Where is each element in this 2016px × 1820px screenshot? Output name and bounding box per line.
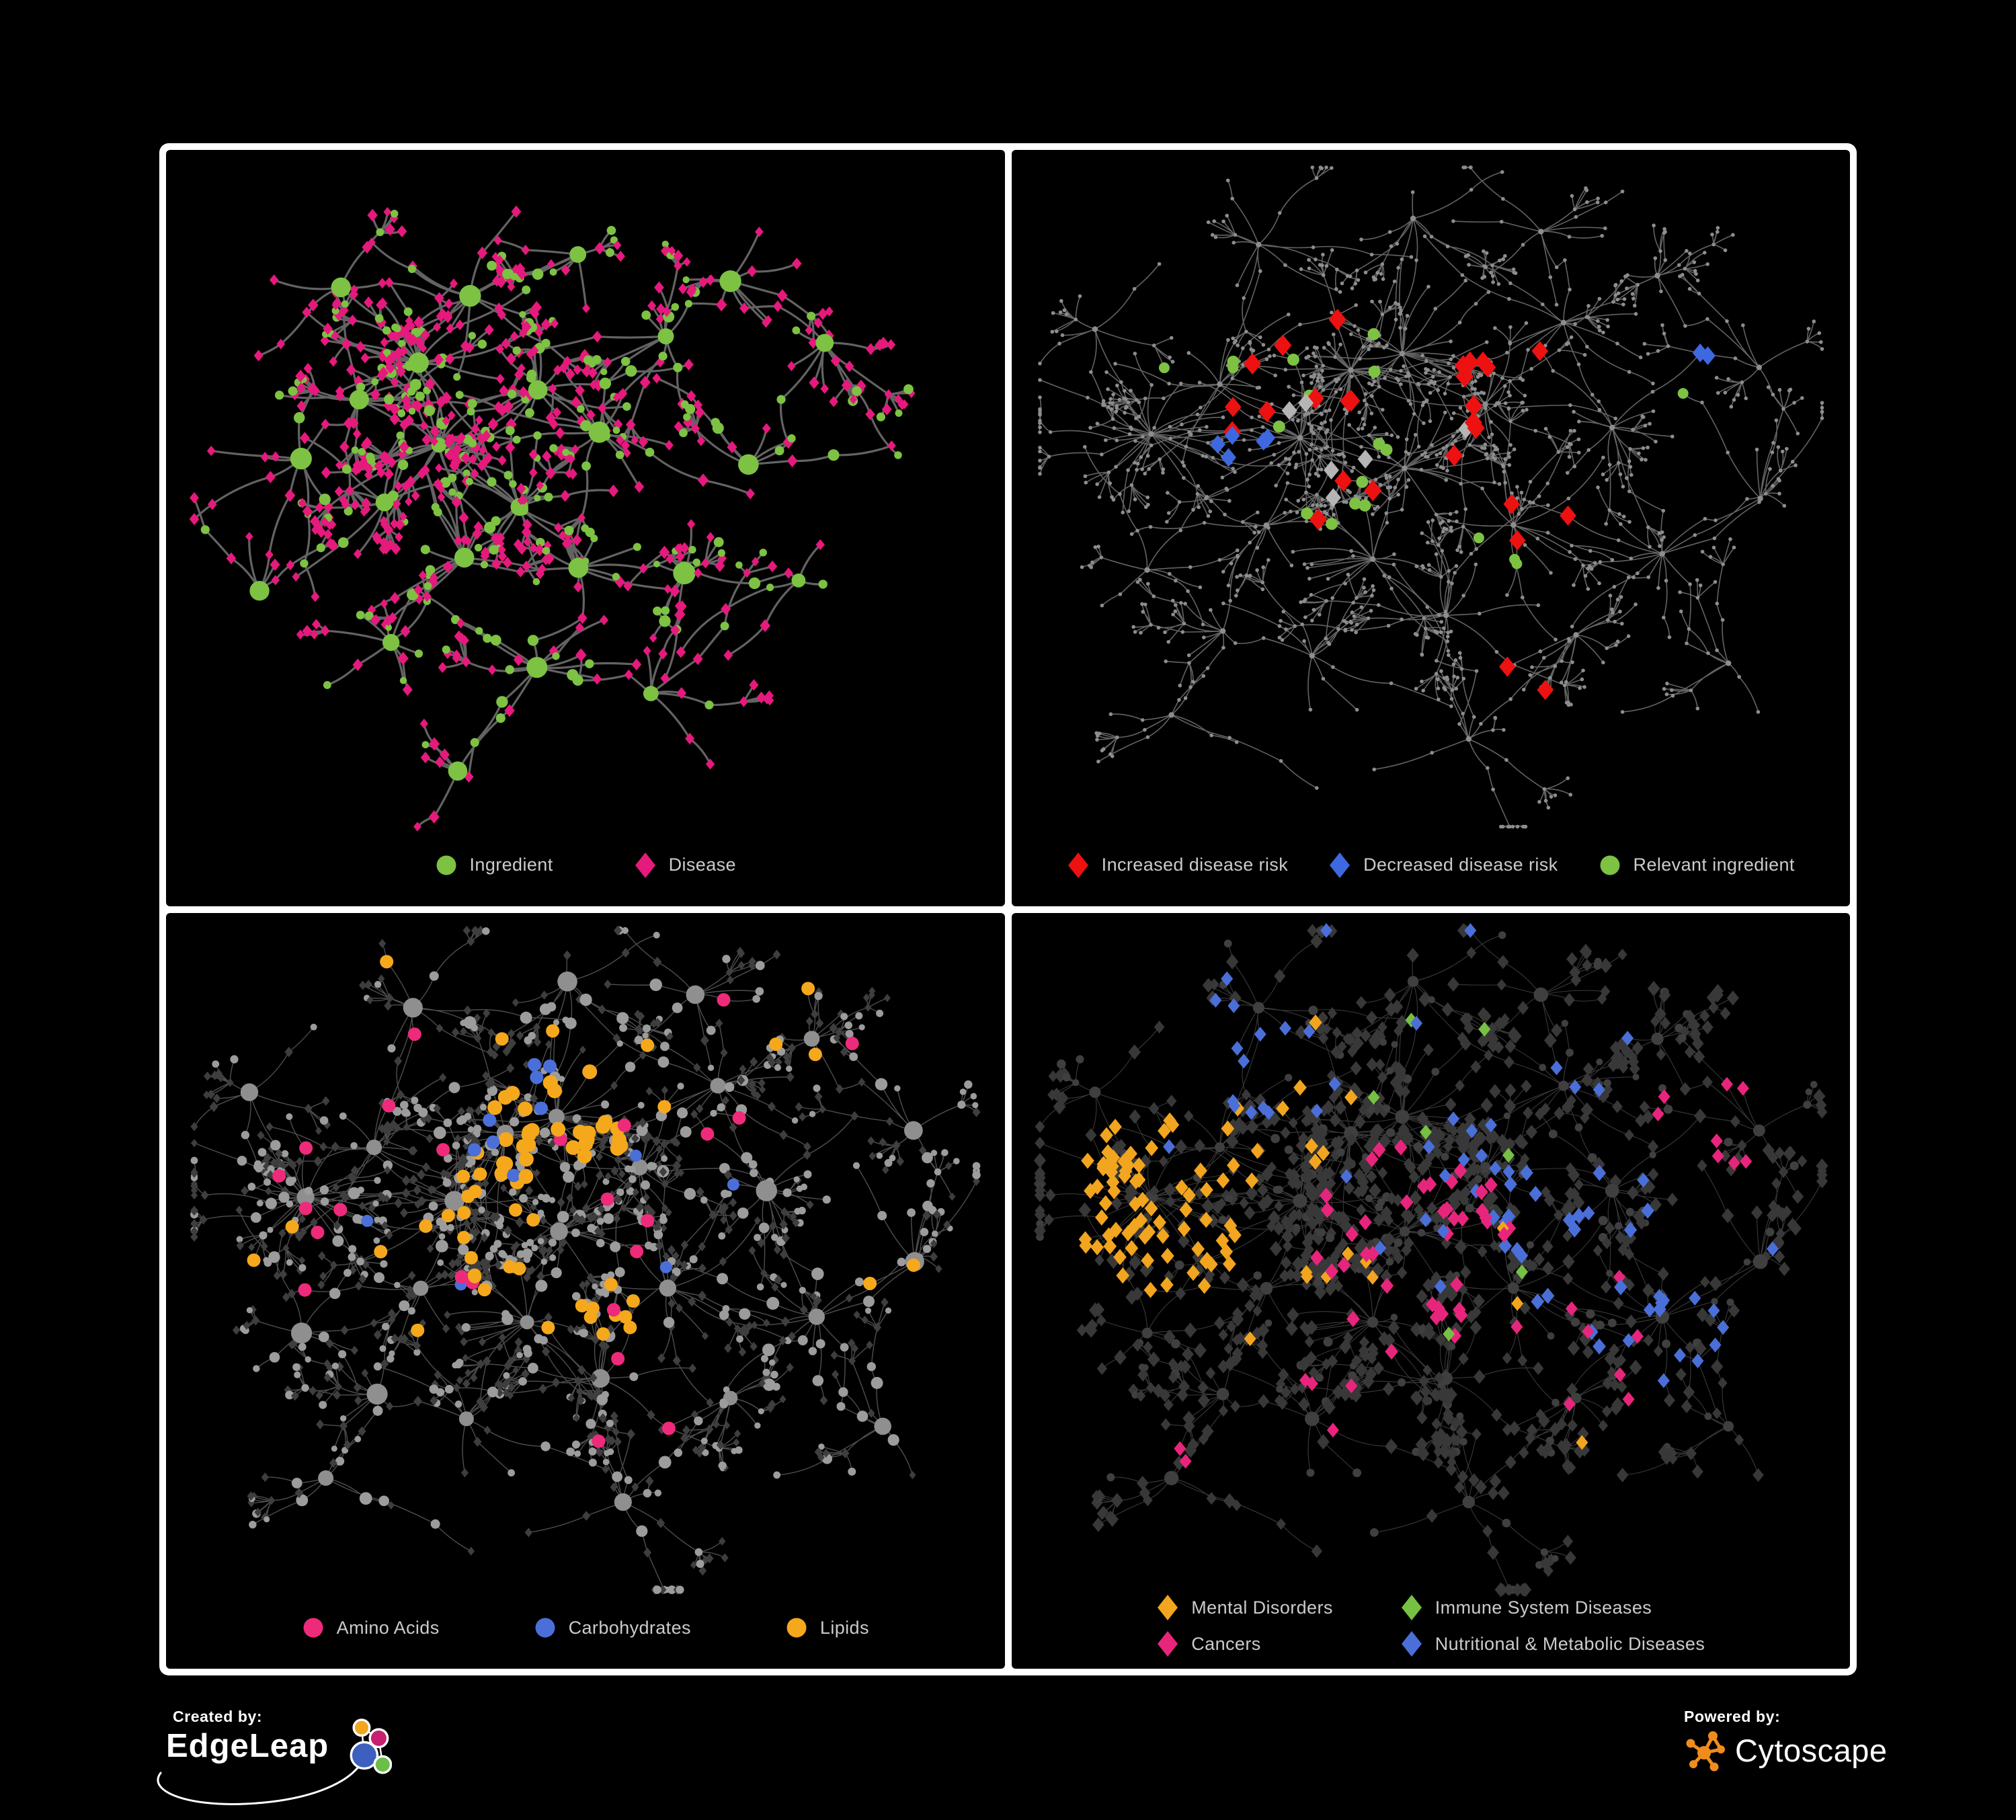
edgeleap-credit: Created by: EdgeLeap [157, 1708, 395, 1805]
ingredient-circle-icon [436, 855, 456, 875]
legend-nutrient-classes: Amino Acids Carbohydrates Lipids [166, 1615, 1005, 1640]
cytoscape-logo-text: Cytoscape [1735, 1732, 1888, 1768]
legend-disease-risk: Increased disease risk Decreased disease… [1012, 852, 1851, 878]
legend-item-carbohydrates: Carbohydrates [534, 1615, 691, 1640]
nutrient-classes-network-graph [190, 924, 981, 1595]
legend-label: Immune System Diseases [1435, 1597, 1652, 1618]
disease-classes-network-graph [1033, 922, 1828, 1597]
disease-risk-network-graph [1037, 165, 1824, 829]
legend-label: Relevant ingredient [1633, 855, 1795, 875]
legend-label: Nutritional & Metabolic Diseases [1435, 1633, 1705, 1654]
cytoscape-credit: Powered by: Cytoscape [1684, 1708, 1888, 1772]
legend-label: Carbohydrates [568, 1617, 691, 1638]
legend-item-disease: Disease [634, 852, 736, 878]
legend-label: Lipids [819, 1617, 869, 1638]
edgeleap-brand: EdgeLeap [157, 1718, 395, 1805]
mental-disorders-diamond-icon [1158, 1595, 1178, 1620]
legend-label: Increased disease risk [1101, 855, 1289, 875]
created-by-label: Created by: [173, 1708, 263, 1725]
legend-item-relevant-ingredient: Relevant ingredient [1599, 853, 1795, 878]
legend-item-cancers: Cancers [1156, 1631, 1332, 1657]
legend-item-increased-risk: Increased disease risk [1067, 852, 1289, 878]
immune-system-diseases-diamond-icon [1401, 1595, 1422, 1620]
legend-item-immune-system-diseases: Immune System Diseases [1400, 1595, 1705, 1620]
legend-item-nutritional-metabolic-diseases: Nutritional & Metabolic Diseases [1400, 1631, 1705, 1657]
legend-disease-classes: Mental Disorders Immune System Diseases … [1012, 1595, 1851, 1657]
cytoscape-logo-icon [1686, 1731, 1725, 1772]
cytoscape-brand: Cytoscape [1684, 1729, 1888, 1772]
panel-disease-risk: Increased disease risk Decreased disease… [1011, 150, 1851, 906]
relevant-ingredient-circle-icon [1600, 855, 1620, 875]
disease-diamond-icon [635, 852, 655, 878]
amino-acids-circle-icon [303, 1618, 323, 1638]
powered-by-label: Powered by: [1684, 1708, 1781, 1725]
legend-label: Mental Disorders [1191, 1597, 1333, 1618]
legend-label: Amino Acids [336, 1617, 440, 1638]
lipids-circle-icon [787, 1618, 807, 1638]
legend-item-amino-acids: Amino Acids [302, 1615, 440, 1640]
legend-item-lipids: Lipids [785, 1615, 869, 1640]
nutritional-metabolic-diseases-diamond-icon [1401, 1631, 1422, 1657]
cancers-diamond-icon [1158, 1631, 1178, 1657]
decreased-risk-diamond-icon [1330, 852, 1350, 878]
legend-ingredient-disease: Ingredient Disease [166, 852, 1005, 878]
legend-label: Cancers [1191, 1633, 1261, 1654]
legend-label: Decreased disease risk [1363, 855, 1558, 875]
legend-item-decreased-risk: Decreased disease risk [1328, 852, 1558, 878]
increased-risk-diamond-icon [1067, 852, 1088, 878]
panel-ingredient-disease: Ingredient Disease [166, 150, 1005, 906]
legend-label: Ingredient [469, 855, 553, 875]
legend-label: Disease [668, 855, 736, 875]
edgeleap-logo-icon [350, 1718, 393, 1774]
edgeleap-logo-text: EdgeLeap [166, 1728, 329, 1764]
panel-nutrient-classes: Amino Acids Carbohydrates Lipids [166, 912, 1005, 1669]
panel-disease-classes: Mental Disorders Immune System Diseases … [1011, 912, 1851, 1669]
ingredient-disease-network-graph [189, 205, 916, 832]
carbohydrates-circle-icon [535, 1618, 555, 1638]
figure-grid: Ingredient Disease Increased disease ris… [159, 143, 1857, 1675]
legend-item-ingredient: Ingredient [435, 853, 553, 878]
legend-item-mental-disorders: Mental Disorders [1156, 1595, 1332, 1620]
